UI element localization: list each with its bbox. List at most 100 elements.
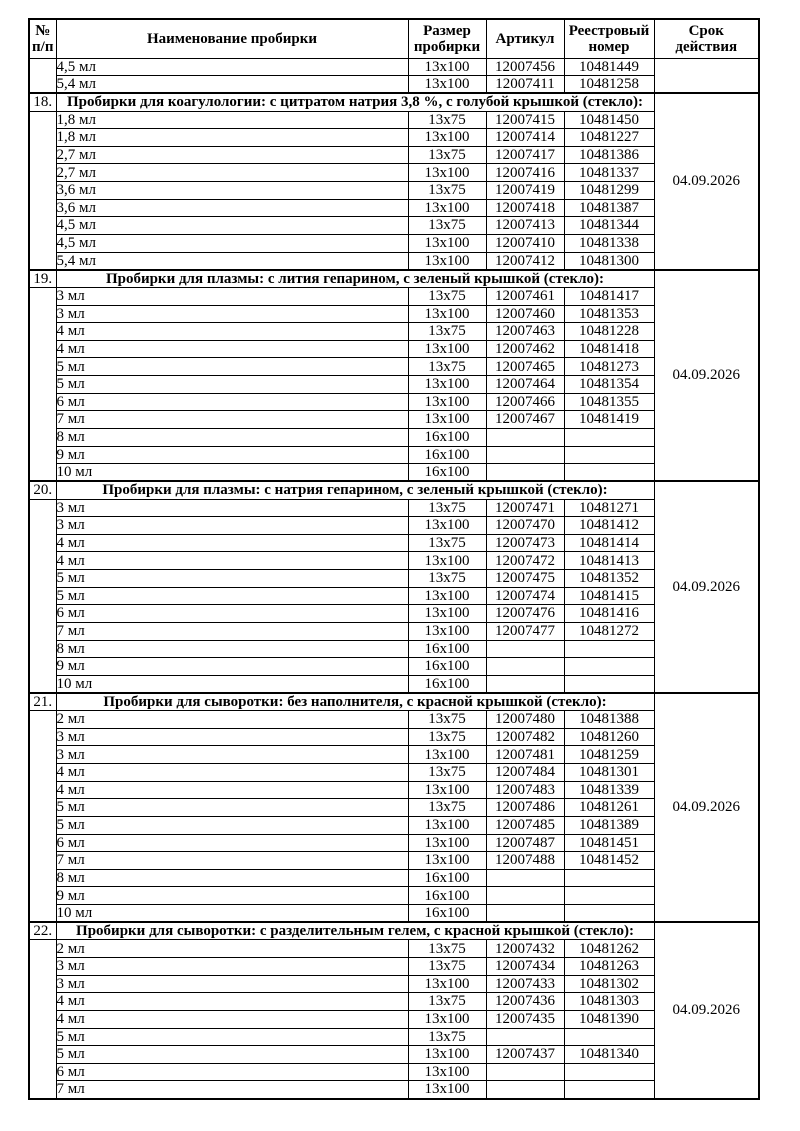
registry-cell: 10481303 — [563, 992, 655, 1011]
section-title-cell: Пробирки для плазмы: с лития гепарином, … — [55, 268, 655, 288]
tube-size-cell: 16x100 — [407, 657, 487, 676]
tube-size-cell: 16x100 — [407, 463, 487, 482]
col-header-validity: Срок действия — [653, 18, 760, 59]
registry-cell: 10481418 — [563, 339, 655, 359]
article-cell: 12007474 — [485, 586, 565, 606]
article-cell: 12007414 — [485, 128, 565, 147]
registry-cell: 10481387 — [563, 198, 655, 218]
tube-size-cell: 13x75 — [407, 322, 487, 341]
table-row: 8 мл 16x100 — [29, 427, 759, 447]
section-number-cell: 22. — [28, 921, 57, 941]
table-row: 1,8 мл 13x100 12007414 10481227 — [29, 128, 759, 147]
registry-cell: 10481227 — [563, 128, 655, 147]
section-header-row: 18. Пробирки для коагулологии: с цитратом… — [28, 92, 760, 271]
registry-cell: 10481353 — [563, 304, 655, 324]
tube-size-cell: 13x75 — [407, 957, 487, 976]
tube-volume-cell: 6 мл — [55, 392, 409, 412]
registry-cell: 10481352 — [563, 569, 655, 588]
registry-cell: 10481338 — [563, 233, 655, 253]
tube-volume-cell: 10 мл — [55, 463, 409, 482]
tube-size-cell: 13x100 — [407, 815, 487, 835]
registry-cell: 10481386 — [563, 145, 655, 165]
tube-volume-cell: 4,5 мл — [55, 216, 409, 235]
table-row: 4,5 мл 13x100 12007410 10481338 — [29, 233, 759, 253]
table-row: 5 мл 13x100 12007437 10481340 — [29, 1045, 759, 1064]
registry-cell — [563, 445, 655, 465]
table-row: 3 мл 13x100 12007470 10481412 — [29, 516, 759, 535]
table-row: 3,6 мл 13x75 12007419 10481299 — [29, 181, 759, 200]
article-cell — [485, 1027, 565, 1047]
registry-cell — [563, 1027, 655, 1047]
table-body: 4,5 мл 13x100 12007456 10481449 5,4 мл 13x100… — [28, 57, 760, 1100]
col-header-num: № п/п — [28, 18, 57, 59]
table-row: 3 мл 13x100 12007481 10481259 — [29, 745, 759, 764]
row-number-cell — [28, 498, 57, 694]
tube-volume-cell: 5 мл — [55, 357, 409, 376]
registry-cell: 10481302 — [563, 974, 655, 994]
registry-cell — [563, 463, 655, 482]
article-cell: 12007481 — [485, 745, 565, 764]
tube-size-cell: 13x100 — [407, 621, 487, 641]
registry-cell: 10481271 — [563, 498, 655, 518]
tube-size-cell: 16x100 — [407, 886, 487, 905]
tube-volume-cell: 9 мл — [55, 886, 409, 905]
col-header-name: Наименование пробирки — [55, 18, 409, 59]
table-row: 4 мл 13x75 12007473 10481414 — [29, 533, 759, 553]
registry-cell: 10481419 — [563, 410, 655, 429]
registry-cell: 10481228 — [563, 322, 655, 341]
row-number-cell — [28, 939, 57, 1100]
tube-volume-cell: 3 мл — [55, 286, 409, 306]
tube-volume-cell: 5 мл — [55, 1027, 409, 1047]
registry-cell — [563, 639, 655, 659]
article-cell: 12007482 — [485, 727, 565, 747]
article-cell: 12007463 — [485, 322, 565, 341]
tube-size-cell: 13x100 — [407, 551, 487, 570]
article-cell — [485, 1062, 565, 1082]
article-cell: 12007483 — [485, 780, 565, 800]
section-number-cell: 20. — [28, 480, 57, 500]
table-row: 6 мл 13x100 12007466 10481355 — [29, 392, 759, 412]
registry-cell: 10481389 — [563, 815, 655, 835]
article-cell: 12007418 — [485, 198, 565, 218]
table-row: 3 мл 13x75 12007461 10481417 — [28, 286, 759, 482]
tube-size-cell: 13x75 — [407, 286, 487, 306]
tube-size-cell: 13x100 — [407, 163, 487, 182]
article-cell: 12007487 — [485, 833, 565, 853]
tube-volume-cell: 6 мл — [55, 833, 409, 853]
tube-volume-cell: 10 мл — [55, 904, 409, 923]
tube-volume-cell: 4,5 мл — [55, 233, 409, 253]
validity-cell: 04.09.2026 — [653, 691, 760, 923]
tube-size-cell: 16x100 — [407, 427, 487, 447]
tube-volume-cell: 10 мл — [55, 674, 409, 694]
tube-size-cell: 13x100 — [407, 780, 487, 800]
table-row: 5 мл 13x75 12007465 10481273 — [29, 357, 759, 376]
article-cell: 12007460 — [485, 304, 565, 324]
tube-size-cell: 13x100 — [407, 1045, 487, 1064]
table-row: 7 мл 13x100 12007477 10481272 — [29, 621, 759, 641]
article-cell: 12007415 — [485, 110, 565, 130]
tube-size-cell: 13x100 — [407, 410, 487, 429]
registry-cell: 10481390 — [563, 1009, 655, 1029]
section-number-cell: 21. — [28, 691, 57, 712]
tube-volume-cell: 2 мл — [55, 939, 409, 958]
tube-size-cell: 13x100 — [407, 745, 487, 764]
tube-volume-cell: 7 мл — [55, 410, 409, 429]
registry-cell: 10481263 — [563, 957, 655, 976]
tube-size-cell: 13x75 — [407, 110, 487, 130]
validity-cell: 04.09.2026 — [653, 921, 760, 1100]
table-row: 4 мл 13x75 12007463 10481228 — [29, 322, 759, 341]
section-header-row: 19. Пробирки для плазмы: с лития гепарино… — [28, 268, 760, 482]
tube-volume-cell: 4,5 мл — [55, 57, 409, 77]
registry-cell: 10481340 — [563, 1045, 655, 1064]
article-cell: 12007486 — [485, 798, 565, 817]
tube-size-cell: 13x75 — [407, 710, 487, 729]
table-row: 10 мл 16x100 — [29, 463, 759, 482]
tube-volume-cell: 4 мл — [55, 1009, 409, 1029]
tube-volume-cell: 3,6 мл — [55, 181, 409, 200]
registry-cell: 10481355 — [563, 392, 655, 412]
article-cell: 12007484 — [485, 763, 565, 782]
registry-cell: 10481451 — [563, 833, 655, 853]
article-cell: 12007437 — [485, 1045, 565, 1064]
tube-size-cell: 13x75 — [407, 181, 487, 200]
